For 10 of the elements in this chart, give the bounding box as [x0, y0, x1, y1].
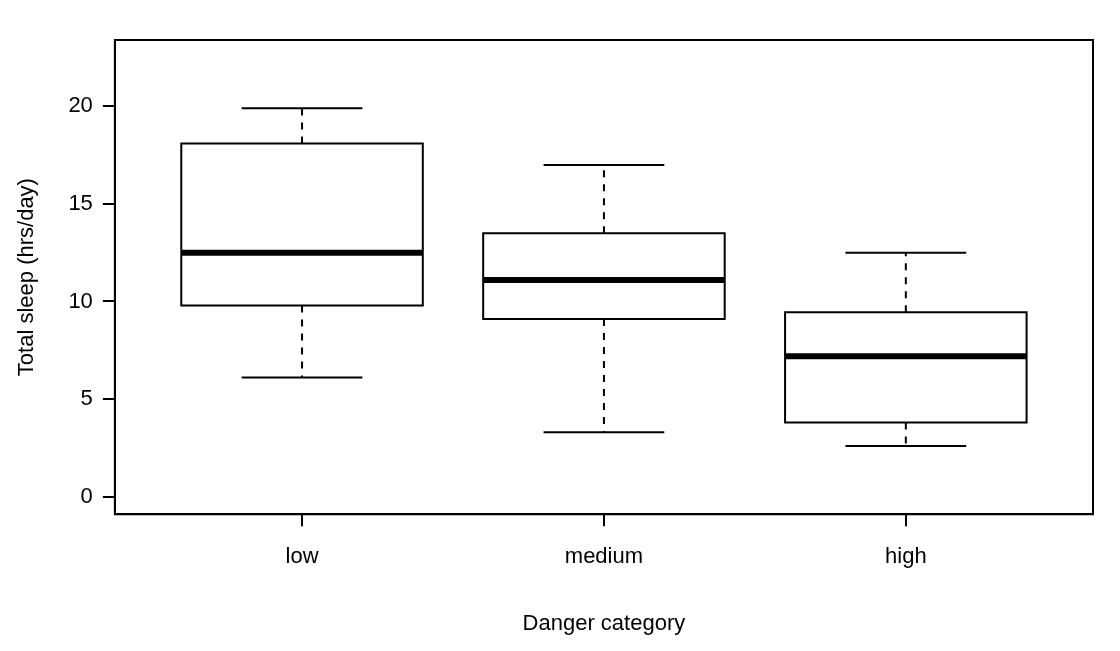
y-tick-label: 0	[80, 482, 93, 508]
x-tick-label: high	[885, 543, 927, 569]
y-tick-label: 20	[68, 92, 93, 118]
y-tick-label: 10	[68, 287, 93, 313]
x-axis-title: Danger category	[522, 609, 686, 635]
x-tick-label: medium	[564, 543, 644, 569]
y-tick-label: 15	[68, 189, 93, 215]
x-tick-label: low	[285, 543, 319, 569]
y-axis-title: Total sleep (hrs/day)	[13, 178, 39, 377]
y-tick-label: 5	[80, 385, 93, 411]
